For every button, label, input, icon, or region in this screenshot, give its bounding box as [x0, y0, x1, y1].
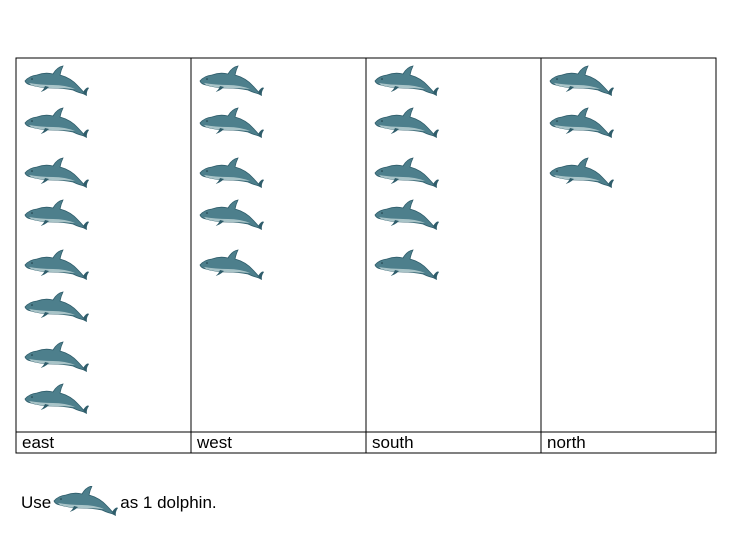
dolphin-icon [374, 249, 440, 281]
dolphin-icon [24, 383, 90, 415]
dolphin-icon [24, 249, 90, 281]
dolphin-icon [199, 157, 265, 189]
dolphin-icon [374, 65, 440, 97]
dolphin-icon [199, 199, 265, 231]
category-label-east: east [22, 433, 54, 452]
dolphin-icon [549, 157, 615, 189]
legend: Use as 1 dolphin. [21, 478, 217, 528]
dolphin-icon [374, 199, 440, 231]
dolphin-icon [374, 157, 440, 189]
category-label-north: north [547, 433, 586, 452]
dolphin-icon [199, 65, 265, 97]
category-label-south: south [372, 433, 414, 452]
dolphin-icon [199, 107, 265, 139]
dolphin-icon [24, 291, 90, 323]
dolphin-icon [53, 486, 119, 517]
dolphin-icon [24, 341, 90, 373]
dolphin-icon [24, 65, 90, 97]
dolphin-icon [24, 107, 90, 139]
dolphin-icon [24, 157, 90, 189]
legend-prefix: Use [21, 493, 52, 512]
legend-suffix: as 1 dolphin. [120, 493, 217, 512]
dolphin-icon [549, 65, 615, 97]
dolphin-icon [199, 249, 265, 281]
dolphin-icon [24, 199, 90, 231]
category-label-west: west [196, 433, 232, 452]
dolphin-icon [549, 107, 615, 139]
dolphin-icon [374, 107, 440, 139]
